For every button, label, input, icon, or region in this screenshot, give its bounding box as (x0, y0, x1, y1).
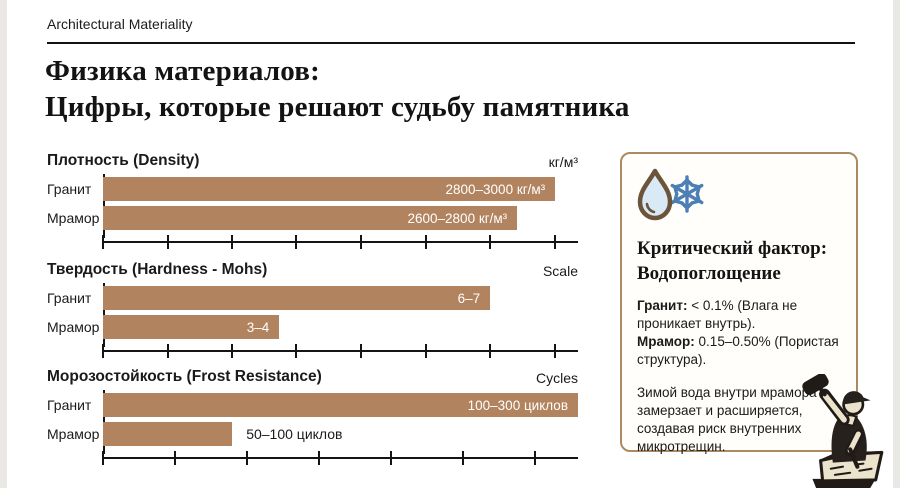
page-title-line2: Цифры, которые решают судьбу памятника (45, 91, 630, 123)
page-edge-left (0, 0, 7, 488)
density-chart-title: Плотность (Density) (47, 152, 200, 169)
hardness-chart-header: Твердость (Hardness - Mohs) Scale (47, 259, 578, 279)
axis-line (103, 350, 578, 352)
panel-note: Зимой вода внутри мрамора замерзает и ра… (637, 385, 817, 454)
axis-tick (553, 344, 556, 358)
category-label: Мрамор (47, 319, 100, 335)
water-absorption-panel: Критический фактор: Водопоглощение Грани… (620, 152, 858, 454)
axis-tick (166, 235, 169, 249)
snowflake-icon (670, 175, 704, 213)
panel-items: Гранит: < 0.1% (Влага не проникает внутр… (637, 297, 841, 369)
density-x-axis (102, 235, 578, 249)
category-label: Гранит (47, 397, 92, 413)
bar-value-label: 2800–3000 кг/м³ (445, 181, 546, 197)
mallet-icon (802, 374, 829, 397)
density-plot: Гранит 2800–3000 кг/м³ Мрамор 2600–2800 … (47, 174, 578, 249)
header-rule (47, 42, 855, 44)
hardness-row-marble: Мрамор 3–4 (47, 315, 578, 339)
axis-line (103, 457, 578, 459)
panel-heading-line1: Критический фактор: (637, 238, 828, 259)
axis-tick (166, 344, 169, 358)
hardness-x-axis (102, 344, 578, 358)
axis-tick (295, 344, 298, 358)
axis-tick (359, 344, 362, 358)
axis-tick (424, 344, 427, 358)
frost-x-axis (102, 451, 578, 465)
axis-tick (424, 235, 427, 249)
category-label: Гранит (47, 290, 92, 306)
bar-value-label: 2600–2800 кг/м³ (407, 210, 508, 226)
granite-desc: < 0.1% (Влага не проникает внутрь). (637, 298, 798, 331)
axis-line (103, 241, 578, 243)
hardness-bar-granite: 6–7 (103, 286, 491, 310)
bar-value-label: 100–300 циклов (467, 397, 568, 413)
axis-tick (102, 451, 104, 465)
axis-tick (295, 235, 298, 249)
frost-row-granite: Гранит 100–300 циклов (47, 393, 578, 417)
bar-value-label-outside: 50–100 циклов (246, 426, 343, 442)
axis-tick (245, 451, 248, 465)
frost-bar-marble (103, 422, 233, 446)
category-label: Мрамор (47, 426, 100, 442)
hardness-chart: Твердость (Hardness - Mohs) Scale Гранит… (47, 259, 578, 358)
marble-desc: 0.15–0.50% (Пористая структура). (637, 334, 839, 367)
axis-tick (533, 451, 536, 465)
frost-chart: Морозостойкость (Frost Resistance) Cycle… (47, 366, 578, 465)
mason-head (842, 391, 871, 416)
water-drop-icon (637, 168, 673, 221)
density-row-granite: Гранит 2800–3000 кг/м³ (47, 177, 578, 201)
hardness-plot: Гранит 6–7 Мрамор 3–4 (47, 283, 578, 358)
frost-row-marble: Мрамор 50–100 циклов (47, 422, 578, 446)
axis-tick (489, 344, 492, 358)
granite-term: Гранит: (637, 298, 688, 313)
bar-value-label: 3–4 (246, 319, 270, 335)
density-chart: Плотность (Density) кг/м³ Гранит 2800–30… (47, 150, 578, 249)
category-label: Мрамор (47, 210, 100, 226)
mason-raised-arm (819, 388, 850, 426)
page-title: Физика материалов: Цифры, которые решают… (45, 53, 685, 125)
eyebrow-label: Architectural Materiality (47, 16, 193, 32)
axis-tick (102, 235, 104, 249)
density-row-marble: Мрамор 2600–2800 кг/м³ (47, 206, 578, 230)
panel-heading-line2: Водопоглощение (637, 263, 781, 284)
page-title-line1: Физика материалов: (45, 55, 320, 87)
density-chart-header: Плотность (Density) кг/м³ (47, 150, 578, 170)
axis-tick (359, 235, 362, 249)
axis-tick (174, 451, 177, 465)
marble-term: Мрамор: (637, 334, 695, 349)
water-drop-snowflake-icon (637, 168, 704, 221)
axis-tick (231, 235, 234, 249)
mason-apron (831, 415, 867, 463)
axis-tick (389, 451, 392, 465)
hardness-unit-label: Scale (542, 263, 578, 279)
chisel-icon (848, 447, 860, 469)
frost-bar-granite: 100–300 циклов (103, 393, 578, 417)
stonemason-illustration (802, 374, 884, 488)
hardness-bar-marble: 3–4 (103, 315, 280, 339)
axis-tick (462, 451, 465, 465)
axis-tick (553, 235, 556, 249)
axis-tick (102, 344, 104, 358)
axis-tick (231, 344, 234, 358)
panel-heading: Критический фактор: Водопоглощение (637, 236, 841, 286)
density-bar-marble: 2600–2800 кг/м³ (103, 206, 518, 230)
hardness-row-granite: Гранит 6–7 (47, 286, 578, 310)
frost-chart-title: Морозостойкость (Frost Resistance) (47, 368, 322, 385)
density-unit-label: кг/м³ (548, 154, 578, 170)
page-edge-right (893, 0, 900, 488)
bar-value-label: 6–7 (457, 290, 481, 306)
frost-chart-header: Морозостойкость (Frost Resistance) Cycle… (47, 366, 578, 386)
axis-tick (318, 451, 321, 465)
category-label: Гранит (47, 181, 92, 197)
hardness-chart-title: Твердость (Hardness - Mohs) (47, 261, 268, 278)
density-bar-granite: 2800–3000 кг/м³ (103, 177, 556, 201)
axis-tick (489, 235, 492, 249)
panel-icons (637, 167, 841, 227)
frost-unit-label: Cycles (535, 370, 578, 386)
frost-plot: Гранит 100–300 циклов Мрамор 50–100 цикл… (47, 390, 578, 465)
